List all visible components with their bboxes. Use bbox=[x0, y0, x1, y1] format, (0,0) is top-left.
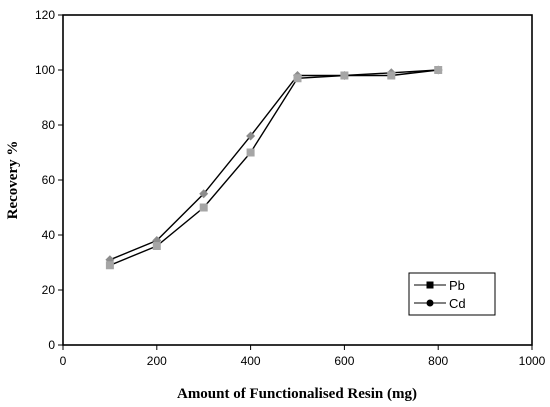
data-point-pb bbox=[293, 74, 302, 83]
y-tick-label: 40 bbox=[42, 228, 56, 242]
x-tick-label: 0 bbox=[60, 354, 67, 368]
legend: Pb Cd bbox=[408, 272, 496, 316]
data-point-pb bbox=[199, 203, 208, 212]
data-point-pb bbox=[340, 71, 349, 80]
data-point-pb bbox=[105, 261, 114, 270]
legend-label-pb: Pb bbox=[449, 278, 465, 293]
y-axis-label: Recovery % bbox=[5, 141, 21, 220]
series-line-pb bbox=[109, 69, 439, 266]
y-tick-label: 20 bbox=[42, 283, 56, 297]
y-tick-label: 60 bbox=[42, 173, 56, 187]
data-point-pb bbox=[387, 71, 396, 80]
legend-marker-pb bbox=[426, 281, 434, 289]
x-tick-label: 200 bbox=[147, 354, 167, 368]
data-point-pb bbox=[152, 242, 161, 250]
data-point-cd bbox=[246, 131, 256, 141]
x-axis-ticks: 0 200 400 600 800 1000 bbox=[60, 345, 546, 368]
legend-box bbox=[408, 272, 496, 316]
data-point-pb bbox=[434, 66, 443, 74]
legend-label-cd: Cd bbox=[449, 296, 466, 311]
data-point-pb bbox=[246, 148, 255, 157]
series-layer bbox=[105, 65, 443, 270]
y-axis-ticks: 0 20 40 60 80 100 120 bbox=[35, 8, 63, 352]
x-tick-label: 1000 bbox=[519, 354, 546, 368]
data-point-cd bbox=[199, 189, 209, 199]
legend-marker-cd bbox=[426, 299, 434, 307]
x-axis-label: Amount of Functionalised Resin (mg) bbox=[177, 386, 417, 402]
x-tick-label: 800 bbox=[428, 354, 448, 368]
y-tick-label: 0 bbox=[48, 338, 55, 352]
y-tick-label: 80 bbox=[42, 118, 56, 132]
y-tick-label: 100 bbox=[35, 63, 55, 77]
x-tick-label: 600 bbox=[334, 354, 354, 368]
y-tick-label: 120 bbox=[35, 8, 55, 22]
x-tick-label: 400 bbox=[241, 354, 261, 368]
series-line-cd bbox=[109, 69, 439, 261]
